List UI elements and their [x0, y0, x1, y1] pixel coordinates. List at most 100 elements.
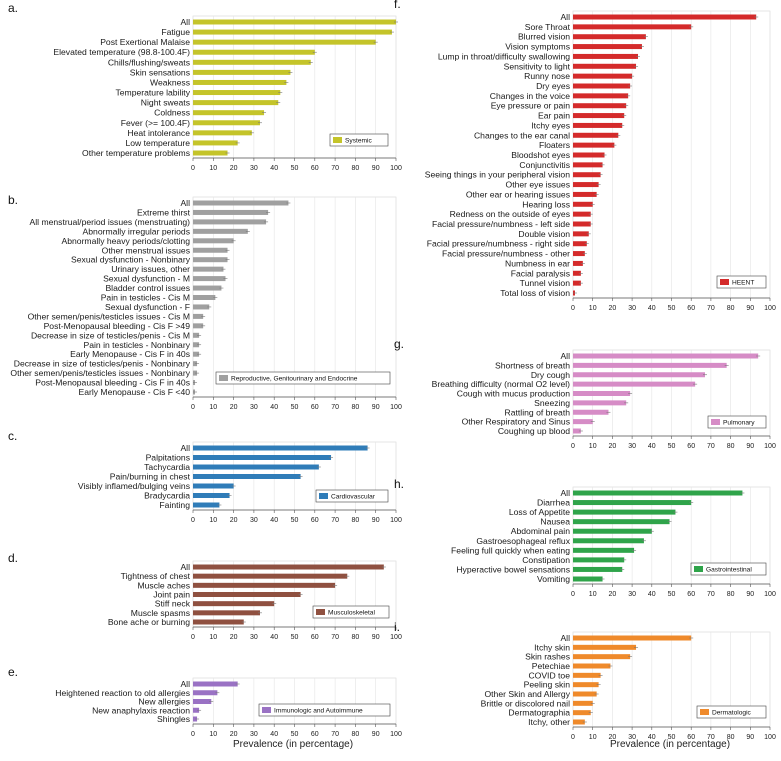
bar	[573, 663, 611, 669]
category-label: Shingles	[157, 714, 190, 724]
bar	[193, 266, 224, 272]
panel-label: c.	[8, 429, 17, 443]
bar	[573, 381, 696, 387]
bar	[573, 362, 727, 368]
category-label: Sexual dysfunction - M	[103, 274, 190, 284]
bar	[193, 502, 220, 508]
bar	[193, 39, 376, 45]
legend-label: HEENT	[732, 280, 754, 287]
x-tick-label: 50	[668, 591, 676, 598]
x-tick-label: 40	[270, 404, 278, 411]
bar	[193, 455, 332, 460]
bar	[573, 538, 644, 544]
x-tick-label: 90	[372, 404, 380, 411]
bar	[573, 142, 615, 148]
bar	[193, 474, 301, 479]
legend-label: Reproductive, Genitourinary and Endocrin…	[231, 376, 358, 383]
x-tick-label: 0	[191, 517, 195, 524]
category-label: Coughing up blood	[498, 426, 570, 436]
bar	[193, 342, 200, 348]
category-label: All	[180, 443, 190, 453]
bar	[193, 285, 222, 291]
x-tick-label: 40	[270, 517, 278, 524]
category-label: Sore Throat	[525, 22, 571, 32]
category-label: Heat intolerance	[127, 128, 190, 138]
x-tick-label: 20	[230, 404, 238, 411]
category-label: Muscle spasms	[131, 608, 190, 618]
bar	[573, 241, 587, 247]
category-label: Other semen/penis/testicles issues - Cis…	[28, 311, 190, 321]
x-tick-label: 60	[687, 443, 695, 450]
bar	[573, 182, 599, 188]
bar	[573, 34, 646, 40]
category-label: Diarrhea	[537, 498, 570, 508]
x-tick-label: 10	[589, 734, 597, 741]
x-tick-label: 80	[352, 517, 360, 524]
x-tick-label: 30	[250, 731, 258, 738]
x-tick-label: 10	[209, 165, 217, 172]
x-tick-label: 100	[764, 734, 776, 741]
x-tick-label: 0	[191, 634, 195, 641]
bar	[193, 49, 315, 55]
x-tick-label: 100	[390, 517, 402, 524]
category-label: All	[180, 198, 190, 208]
bar	[193, 493, 230, 498]
x-tick-label: 80	[727, 443, 735, 450]
x-tick-label: 20	[230, 634, 238, 641]
x-tick-label: 70	[331, 165, 339, 172]
panel-label: g.	[394, 337, 404, 351]
x-tick-label: 60	[311, 165, 319, 172]
bar	[193, 304, 210, 310]
legend-label: Dermatologic	[712, 710, 752, 717]
bar	[193, 219, 267, 225]
bar	[193, 209, 269, 215]
x-tick-label: 70	[707, 305, 715, 312]
x-tick-label: 0	[191, 731, 195, 738]
bar	[573, 260, 583, 266]
bar	[193, 445, 368, 451]
category-label: Abnormally heavy periods/clotting	[62, 236, 191, 246]
legend-label: Cardiovascular	[331, 494, 376, 501]
bar	[193, 247, 228, 253]
x-tick-label: 70	[331, 517, 339, 524]
category-label: All menstrual/period issues (menstruatin…	[30, 217, 191, 227]
x-tick-label: 70	[331, 731, 339, 738]
category-label: Fever (>= 100.4F)	[121, 118, 190, 128]
x-tick-label: 0	[571, 734, 575, 741]
legend-swatch	[720, 279, 729, 285]
bar	[193, 130, 252, 136]
bar	[193, 79, 287, 85]
category-label: New anaphylaxis reaction	[92, 705, 190, 715]
bar	[573, 251, 585, 257]
bar	[573, 490, 743, 496]
bar	[573, 500, 692, 506]
category-label: All	[180, 562, 190, 572]
category-label: All	[560, 351, 570, 361]
x-tick-label: 30	[628, 734, 636, 741]
x-tick-label: 50	[291, 517, 299, 524]
bar	[573, 528, 652, 534]
legend-box	[258, 703, 391, 717]
bar	[573, 682, 599, 688]
category-label: Other temperature problems	[82, 148, 190, 158]
x-tick-label: 40	[270, 634, 278, 641]
category-label: Fainting	[159, 500, 190, 510]
x-tick-label: 60	[311, 404, 319, 411]
category-label: All	[180, 17, 190, 27]
x-tick-label: 70	[331, 404, 339, 411]
x-tick-label: 60	[687, 734, 695, 741]
category-label: Breathing difficulty (normal O2 level)	[432, 379, 570, 389]
bar	[193, 238, 234, 244]
bar	[573, 24, 692, 30]
category-label: Sensitivity to light	[504, 61, 571, 71]
category-label: Bloodshot eyes	[511, 150, 570, 160]
bar	[573, 63, 637, 69]
x-tick-label: 10	[209, 634, 217, 641]
x-tick-label: 30	[250, 634, 258, 641]
x-tick-label: 40	[270, 165, 278, 172]
bar	[573, 44, 642, 50]
bar	[573, 270, 581, 276]
x-tick-label: 70	[331, 634, 339, 641]
bar	[573, 672, 601, 678]
category-label: Sneezing	[534, 398, 570, 408]
